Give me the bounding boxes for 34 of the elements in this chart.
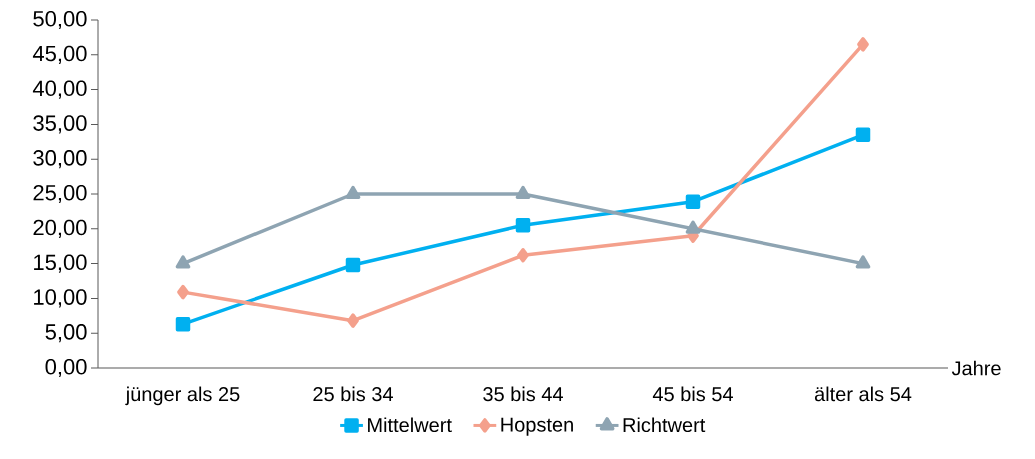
y-tick-label: 20,00 [33,219,87,238]
y-tick-label: 30,00 [33,150,87,169]
y-tick-label: 40,00 [32,80,87,99]
point [347,313,359,328]
x-tick-label: jünger als 25 [125,386,240,406]
y-tick-label: 35,00 [33,115,87,134]
point [345,185,361,199]
point [175,316,191,332]
point [855,127,871,143]
x-tick-label: 45 bis 54 [652,386,733,402]
point [177,284,189,300]
x-tick-label: 25 bis 34 [313,386,393,402]
point [517,248,529,263]
point [855,255,871,269]
y-tick-label: 45,00 [32,45,87,64]
y-tick-label: 5,00 [45,324,87,343]
y-tick-label: 15,00 [34,254,87,273]
y-tick-label: 0,00 [45,358,87,378]
point [515,185,531,199]
legend-label: Richtwert [623,417,706,433]
x-tick-label: älter als 54 [814,386,912,402]
point [345,257,361,273]
point [685,194,701,209]
y-tick-label: 50,00 [33,10,87,30]
point [515,218,531,233]
legend-label: Hopsten [501,417,573,436]
y-tick-label: 10,00 [34,289,87,308]
y-tick-label: 25,00 [33,184,87,204]
legend-label: Mittelwert [368,417,452,433]
point [857,37,869,52]
point [175,255,191,269]
x-tick-label: 35 bis 44 [483,386,563,402]
x-axis-title: Jahre [951,360,1001,376]
point [685,220,701,234]
